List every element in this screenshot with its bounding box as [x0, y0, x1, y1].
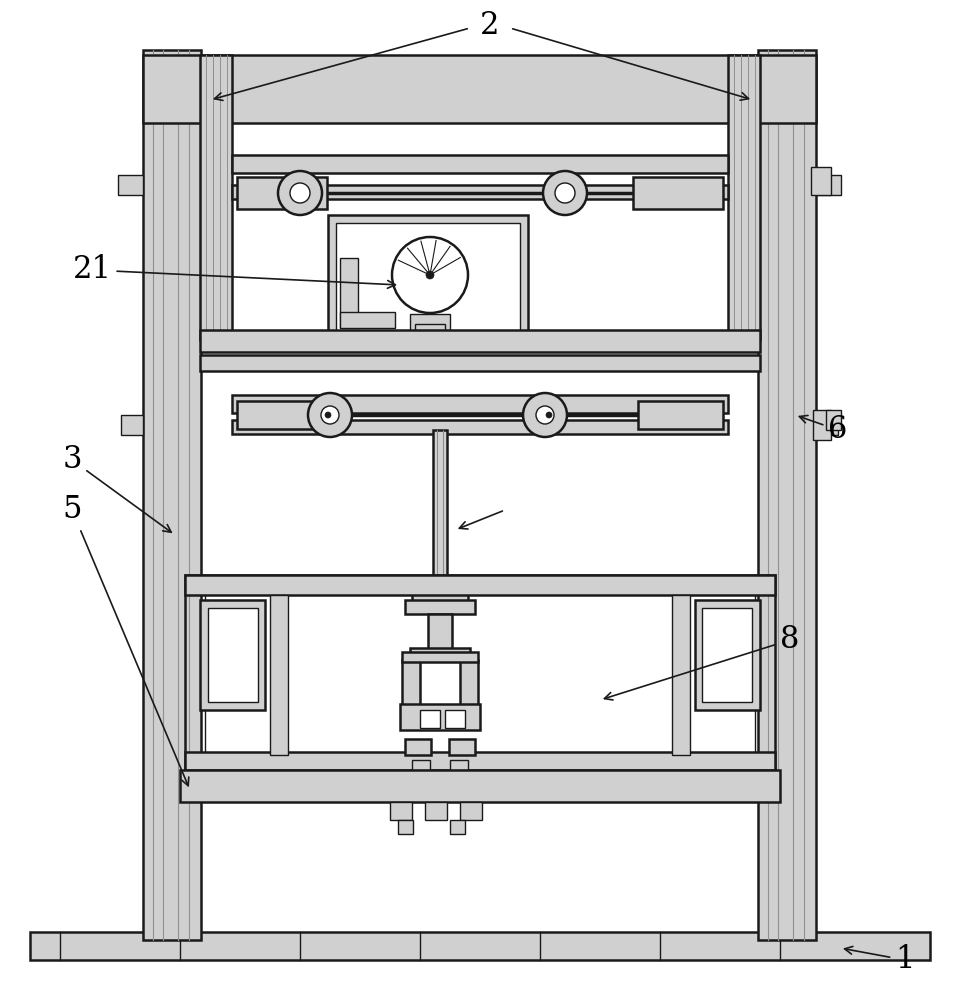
Bar	[30, 932, 930, 960]
Text: 2: 2	[481, 9, 500, 40]
Bar	[308, 186, 315, 200]
Bar	[813, 410, 831, 440]
Bar	[237, 177, 327, 209]
Bar	[550, 186, 557, 200]
Bar	[412, 590, 468, 602]
Bar	[200, 355, 760, 371]
Text: 21: 21	[72, 254, 396, 288]
Bar	[638, 401, 723, 429]
Bar	[531, 409, 537, 421]
Bar	[400, 704, 480, 730]
Text: 1: 1	[845, 944, 915, 976]
Bar	[425, 802, 447, 820]
Bar	[237, 401, 322, 429]
Bar	[460, 660, 478, 705]
Circle shape	[308, 393, 352, 437]
Circle shape	[546, 412, 552, 418]
Bar	[412, 760, 430, 770]
Bar	[728, 55, 760, 340]
Bar	[232, 155, 728, 173]
Bar	[143, 50, 201, 940]
Bar	[340, 258, 358, 328]
Bar	[433, 430, 447, 590]
Bar	[185, 752, 775, 770]
Bar	[316, 409, 322, 421]
Text: 5: 5	[63, 494, 189, 786]
Bar	[285, 186, 292, 200]
Bar	[405, 739, 431, 755]
Bar	[328, 215, 528, 340]
Bar	[340, 312, 395, 328]
Circle shape	[278, 171, 322, 215]
Circle shape	[290, 183, 310, 203]
Bar	[826, 410, 841, 430]
Bar	[449, 739, 475, 755]
Bar	[428, 614, 452, 650]
Text: 8: 8	[605, 624, 799, 700]
Bar	[232, 395, 728, 413]
Circle shape	[426, 271, 434, 279]
Bar	[758, 50, 816, 940]
Bar	[390, 802, 412, 820]
Bar	[205, 590, 755, 755]
Circle shape	[536, 406, 554, 424]
Text: 6: 6	[799, 414, 847, 446]
Bar	[553, 409, 559, 421]
Bar	[702, 608, 752, 702]
Bar	[811, 167, 831, 195]
Bar	[338, 409, 344, 421]
Bar	[573, 186, 580, 200]
Bar	[180, 770, 780, 802]
Bar	[398, 820, 413, 834]
Bar	[121, 415, 143, 435]
Bar	[200, 330, 760, 352]
Circle shape	[321, 406, 339, 424]
Bar	[200, 55, 232, 340]
Bar	[185, 575, 775, 595]
Bar	[410, 314, 450, 332]
Bar	[405, 600, 475, 614]
Bar	[208, 608, 258, 702]
Bar	[633, 177, 723, 209]
Bar	[270, 595, 288, 755]
Bar	[445, 710, 465, 728]
Bar	[402, 652, 478, 662]
Bar	[200, 600, 265, 710]
Circle shape	[325, 412, 331, 418]
Bar	[450, 760, 468, 770]
Bar	[415, 324, 445, 334]
Bar	[816, 415, 838, 435]
Bar	[336, 223, 520, 332]
Bar	[402, 660, 420, 705]
Bar	[420, 710, 440, 728]
Circle shape	[392, 237, 468, 313]
Bar	[143, 55, 816, 123]
Bar	[695, 600, 760, 710]
Bar	[185, 575, 775, 770]
Bar	[410, 648, 470, 658]
Bar	[460, 802, 482, 820]
Bar	[450, 820, 465, 834]
Bar	[232, 185, 728, 199]
Bar	[232, 420, 728, 434]
Bar	[118, 175, 143, 195]
Circle shape	[543, 171, 587, 215]
Text: 3: 3	[63, 444, 171, 532]
Circle shape	[523, 393, 567, 437]
Bar	[672, 595, 690, 755]
Circle shape	[555, 183, 575, 203]
Bar	[816, 175, 841, 195]
